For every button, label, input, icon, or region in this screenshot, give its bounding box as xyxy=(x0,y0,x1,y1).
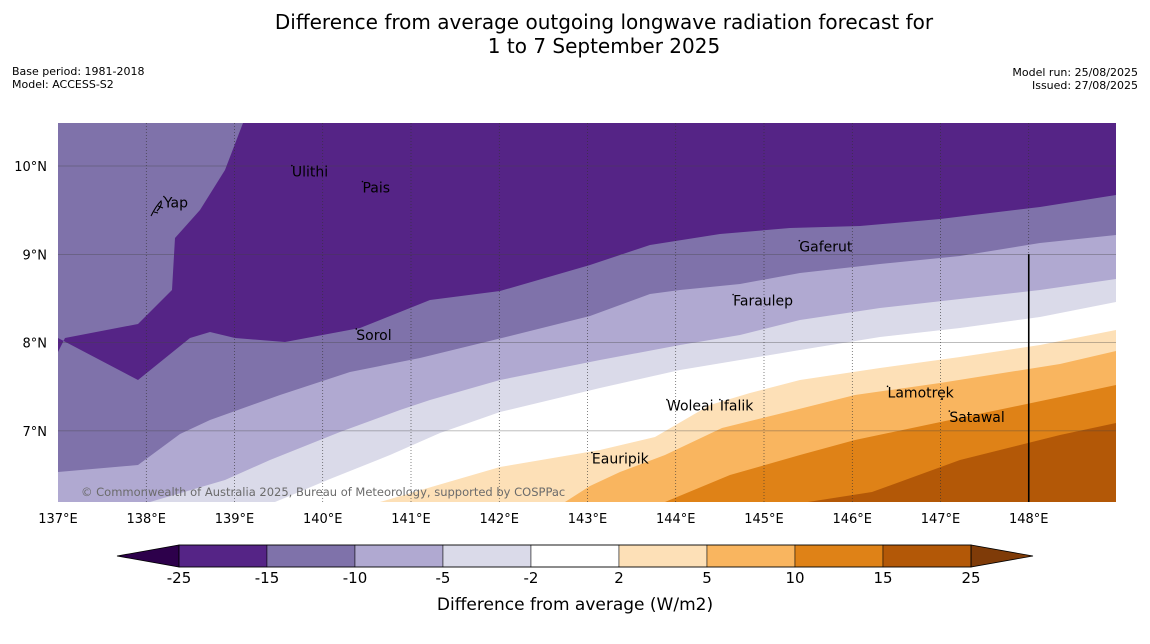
place-label-satawal: Satawal xyxy=(949,410,1004,426)
latitude-tick-label: 7°N xyxy=(23,425,48,440)
latitude-tick-label: 9°N xyxy=(23,248,48,263)
longitude-tick-label: 147°E xyxy=(921,512,961,527)
island-marker xyxy=(948,410,951,412)
place-label-ifalik: Ifalik xyxy=(720,399,754,415)
base-period: Base period: 1981-2018 xyxy=(12,65,145,78)
colorbar-cell xyxy=(794,544,884,568)
colorbar-tick-label: 10 xyxy=(785,569,804,587)
map-title: Difference from average outgoing longwav… xyxy=(0,10,1150,58)
colorbar-cell xyxy=(354,544,444,568)
longitude-tick-label: 144°E xyxy=(656,512,696,527)
island-marker xyxy=(355,328,358,330)
latitude-tick-labels: 10°N 9°N 8°N 7°N xyxy=(14,160,47,440)
colorbar-cell xyxy=(442,544,532,568)
colorbar-under-arrow xyxy=(116,544,180,568)
place-label-yap: Yap xyxy=(163,196,188,212)
longitude-tick-label: 143°E xyxy=(568,512,608,527)
island-marker xyxy=(591,451,593,454)
island-marker xyxy=(798,239,801,242)
longitude-tick-label: 139°E xyxy=(215,512,255,527)
graticule xyxy=(58,123,1116,502)
colorbar-tick-label: -25 xyxy=(167,569,192,587)
place-label-ulithi: Ulithi xyxy=(292,165,328,181)
colorbar-frame xyxy=(178,544,972,568)
place-label-eauripik: Eauripik xyxy=(592,452,650,468)
island-marker xyxy=(291,164,293,167)
colorbar-tick-label: -15 xyxy=(255,569,280,587)
colorbar-tick-label: 15 xyxy=(873,569,892,587)
colorbar-cell xyxy=(618,544,708,568)
island-marker xyxy=(886,385,889,388)
colorbar-cell xyxy=(266,544,356,568)
model-name: Model: ACCESS-S2 xyxy=(12,78,114,91)
colorbar-cells xyxy=(178,544,972,568)
island-marker xyxy=(666,398,668,401)
place-label-sorol: Sorol xyxy=(356,328,391,344)
title-line-2: 1 to 7 September 2025 xyxy=(487,34,721,58)
yap-island-outline xyxy=(150,199,164,217)
colorbar-tick-label: -10 xyxy=(343,569,368,587)
colorbar-cell xyxy=(706,544,796,568)
map-area: Yap Ulithi Pais Gaferut Faraulep Sorol Woleai I… xyxy=(58,123,1116,502)
longitude-tick-label: 141°E xyxy=(391,512,431,527)
colorbar-tick-label: 5 xyxy=(702,569,712,587)
colorbar-cell xyxy=(882,544,972,568)
island-marker xyxy=(361,180,364,183)
colorbar-label: Difference from average (W/m2) xyxy=(437,595,713,615)
place-label-pais: Pais xyxy=(362,180,390,196)
colorbar-tick-label: 2 xyxy=(614,569,624,587)
colorbar-cell xyxy=(530,544,620,568)
island-marker xyxy=(732,293,734,296)
longitude-tick-label: 138°E xyxy=(126,512,166,527)
colorbar-tick-label: -2 xyxy=(524,569,539,587)
longitude-tick-label: 145°E xyxy=(744,512,784,527)
longitude-tick-labels: 137°E 138°E 139°E 140°E 141°E 142°E 143°E 144°E… xyxy=(38,512,1048,527)
model-run: Model run: 25/08/2025 xyxy=(1012,66,1138,79)
colorbar-cell xyxy=(178,544,268,568)
longitude-tick-label: 137°E xyxy=(38,512,78,527)
colorbar-tick-label: 25 xyxy=(961,569,980,587)
colorbar-tick-label: -5 xyxy=(436,569,451,587)
longitude-tick-label: 142°E xyxy=(479,512,519,527)
copyright-text: © Commonwealth of Australia 2025, Bureau… xyxy=(81,485,565,499)
island-marker xyxy=(941,398,943,400)
longitude-tick-label: 140°E xyxy=(303,512,343,527)
meta-right: Model run: 25/08/2025 Issued: 27/08/2025 xyxy=(1012,66,1138,92)
place-label-gaferut: Gaferut xyxy=(799,240,853,256)
latitude-tick-label: 8°N xyxy=(23,337,48,352)
issued-date: Issued: 27/08/2025 xyxy=(1031,79,1138,92)
place-label-faraulep: Faraulep xyxy=(733,294,793,310)
latitude-tick-label: 10°N xyxy=(14,160,47,175)
longitude-tick-label: 148°E xyxy=(1009,512,1049,527)
meta-left: Base period: 1981-2018 Model: ACCESS-S2 xyxy=(12,65,144,91)
island-marker xyxy=(163,195,165,198)
colorbar: -25 -15 -10 -5 -2 2 5 10 15 25 Difference from av… xyxy=(116,544,1034,615)
island-marker xyxy=(719,398,721,401)
colorbar-tick-labels: -25 -15 -10 -5 -2 2 5 10 15 25 xyxy=(167,569,981,587)
colorbar-over-arrow xyxy=(970,544,1034,568)
place-labels: Yap Ulithi Pais Gaferut Faraulep Sorol Woleai I… xyxy=(163,165,1005,468)
title-line-1: Difference from average outgoing longwav… xyxy=(274,10,934,34)
longitude-tick-label: 146°E xyxy=(832,512,872,527)
place-label-woleai: Woleai xyxy=(667,399,714,415)
place-label-lamotrek: Lamotrek xyxy=(888,385,955,401)
